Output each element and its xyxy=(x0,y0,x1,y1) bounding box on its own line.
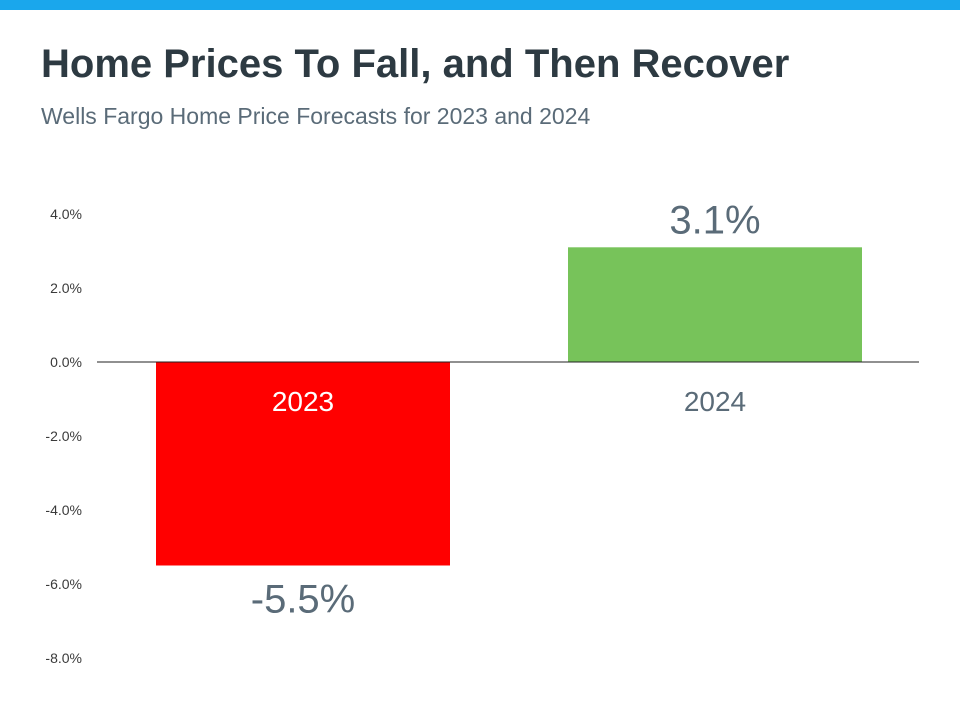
category-label-2024: 2024 xyxy=(684,386,746,417)
y-tick-label: 2.0% xyxy=(50,280,82,296)
y-tick-label: -8.0% xyxy=(45,650,82,666)
y-tick-label: -6.0% xyxy=(45,576,82,592)
page-subtitle: Wells Fargo Home Price Forecasts for 202… xyxy=(41,103,591,129)
y-tick-label: -4.0% xyxy=(45,502,82,518)
category-label-2023: 2023 xyxy=(272,386,334,417)
bar-2024 xyxy=(568,247,862,362)
top-accent-bar xyxy=(0,0,960,10)
page-title: Home Prices To Fall, and Then Recover xyxy=(41,42,790,86)
y-tick-label: -2.0% xyxy=(45,428,82,444)
data-label-2024: 3.1% xyxy=(669,198,760,242)
y-tick-label: 4.0% xyxy=(50,206,82,222)
y-tick-label: 0.0% xyxy=(50,354,82,370)
data-label-2023: -5.5% xyxy=(251,578,356,622)
bar-2023 xyxy=(156,362,450,566)
